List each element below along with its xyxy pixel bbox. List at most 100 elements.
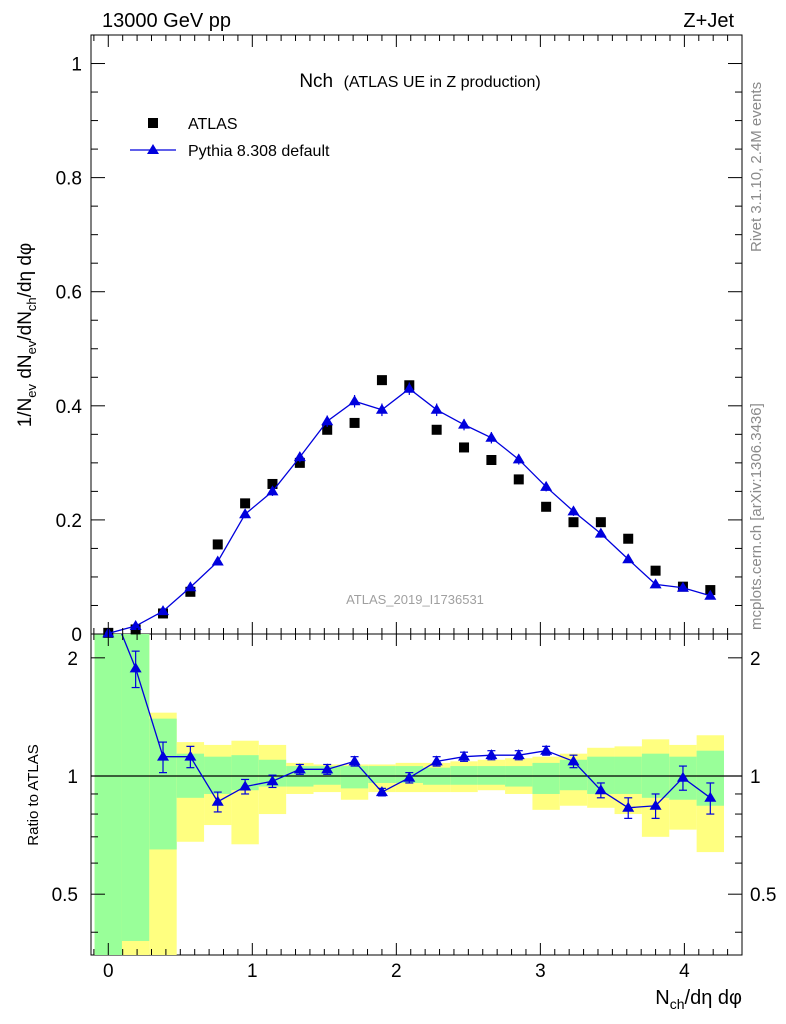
plot-title-main: Nch [299,71,333,92]
ratio-data-point [704,791,717,802]
ratio-data-point [321,763,334,774]
pythia-data-point [184,581,197,592]
atlas-data-point [376,375,387,386]
ratio-data-point [348,755,361,766]
pythia-data-point [485,431,498,442]
ratio-data-point [649,799,662,810]
x-tick-label: 2 [391,961,402,982]
ratio-data-point [375,786,388,797]
atlas-data-point [240,498,251,509]
ratio-y-tick-label: 2 [67,649,78,670]
pythia-data-point [540,480,553,491]
pythia-data-point [430,403,443,414]
ratio-data-point [485,749,498,760]
ratio-y-tick-label-right: 2 [750,649,761,670]
atlas-data-point [595,517,606,528]
legend-pythia-label: Pythia 8.308 default [188,143,330,160]
y-tick-label: 0.6 [56,283,82,304]
pythia-data-point [512,453,525,464]
pythia-data-point [157,605,170,616]
atlas-data-point [513,474,524,485]
pythia-data-point [375,403,388,414]
rivet-label: Rivet 3.1.10, 2.4M events [748,82,765,252]
process-label: Z+Jet [683,10,734,32]
pythia-data-point [458,418,471,429]
x-axis-label: Nch/dη dφ [655,987,742,1012]
atlas-data-point [349,417,360,428]
ratio-band-inner [368,766,396,783]
ratio-data-point [129,662,142,673]
ratio-data-point [184,750,197,761]
atlas-data-point [267,478,278,489]
ratio-band-inner [94,634,122,955]
pythia-data-point [649,578,662,589]
pythia-data-point [211,555,224,566]
x-tick-label: 1 [247,961,258,982]
pythia-data-point [594,527,607,538]
ratio-data-point [676,771,689,782]
ratio-data-point [403,771,416,782]
ratio-y-tick-label-right: 1 [750,767,761,788]
pythia-data-point [622,553,635,564]
ratio-y-tick-label-right: 0.5 [750,885,776,906]
ratio-data-point [458,750,471,761]
y-tick-label: 1 [71,55,82,76]
pythia-data-point [293,451,306,462]
mcplots-label: mcplots.cern.ch [arXiv:1306.3436] [748,403,765,630]
ratio-data-point [266,775,279,786]
ratio-plot-frame [90,633,743,956]
pythia-data-point [403,382,416,393]
ratio-data-point [594,784,607,795]
ratio-y-tick-label: 0.5 [52,885,78,906]
atlas-data-point [623,533,634,544]
atlas-data-point [431,424,442,435]
ratio-data-point [567,755,580,766]
analysis-id: ATLAS_2019_I1736531 [346,592,484,607]
atlas-data-point [294,457,305,468]
atlas-data-point [568,517,579,528]
ratio-band-inner [149,718,177,850]
pythia-data-point [239,508,252,519]
energy-label: 13000 GeV pp [102,10,231,32]
pythia-data-point [129,620,142,631]
y-tick-label: 0.2 [56,511,82,532]
legend-atlas-marker [148,118,158,128]
ratio-band-inner [532,762,560,794]
pythia-data-point [676,581,689,592]
atlas-data-point [212,539,223,550]
atlas-data-point [486,455,497,466]
ratio-data-point [540,744,553,755]
x-tick-label: 0 [103,961,114,982]
y-tick-label: 0 [71,625,82,646]
legend-pythia-marker [147,144,159,154]
pythia-data-point [567,505,580,516]
pythia-data-point [321,415,334,426]
ratio-data-point [211,795,224,806]
plot-title: Nch (ATLAS UE in Z production) [299,71,540,92]
ratio-y-tick-label: 1 [67,767,78,788]
ratio-data-point [239,780,252,791]
atlas-data-point [185,586,196,597]
ratio-data-point [430,755,443,766]
ratio-data-point [512,749,525,760]
ratio-band-inner [204,756,232,794]
y-axis-label: 1/Nev dNev/dNch/dη dφ [15,243,39,428]
x-tick-label: 4 [679,961,690,982]
pythia-data-point [704,589,717,600]
ratio-band-inner [340,766,369,789]
legend-atlas-label: ATLAS [188,116,238,133]
ratio-data-point [157,750,170,761]
ratio-data-point [622,801,635,812]
legend: ATLAS Pythia 8.308 default [130,116,330,160]
ratio-y-axis-label: Ratio to ATLAS [25,744,42,845]
atlas-data-point [459,442,470,453]
y-tick-label: 0.8 [56,169,82,190]
atlas-data-point [650,565,661,576]
pythia-data-point [266,485,279,496]
plot-title-sub: (ATLAS UE in Z production) [344,74,541,91]
y-tick-label: 0.4 [56,397,83,418]
pythia-data-point [348,395,361,406]
x-tick-label: 3 [535,961,546,982]
ratio-data-point [293,763,306,774]
